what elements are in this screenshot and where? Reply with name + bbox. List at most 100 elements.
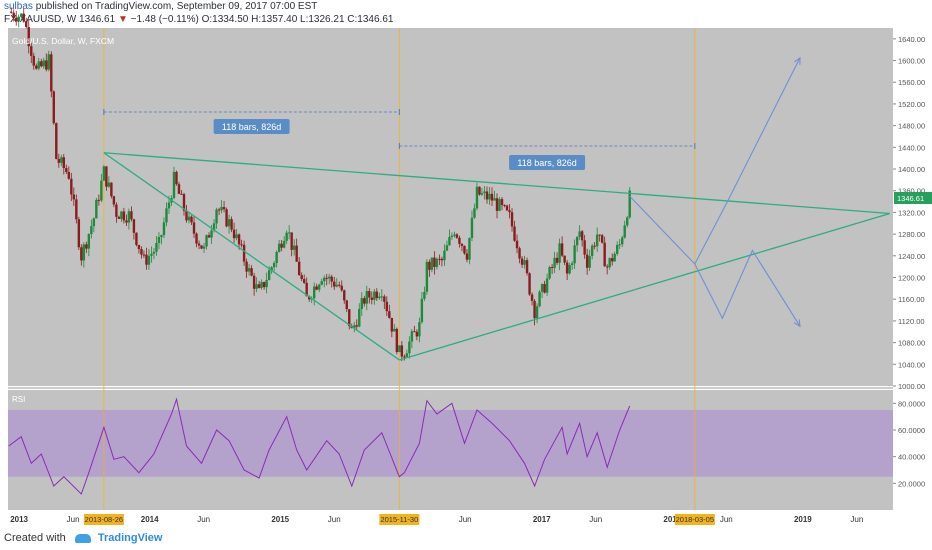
last-price-label: 1346.61 xyxy=(897,194,924,203)
rsi-tick-label: 60.0000 xyxy=(898,426,925,435)
candle-body xyxy=(282,240,286,248)
candle-body xyxy=(285,232,288,241)
candle-body xyxy=(77,219,81,248)
candle-body xyxy=(460,243,464,246)
candle-body xyxy=(490,193,494,201)
price-tick-label: 1520.00 xyxy=(898,100,925,109)
candle-body xyxy=(182,194,186,211)
candle-body xyxy=(152,251,156,254)
date-marker-label: 2013-08-26 xyxy=(85,515,123,524)
candle-body xyxy=(420,298,424,323)
time-tick-label: 2014 xyxy=(141,515,159,524)
price-axis-bg xyxy=(893,28,932,510)
tradingview-brand[interactable]: TradingView xyxy=(97,532,163,544)
candle-body xyxy=(22,13,25,22)
candle-body xyxy=(162,222,166,236)
candle-body xyxy=(483,191,486,194)
date-marker-badge xyxy=(674,514,715,525)
candle-body xyxy=(27,27,30,47)
candle-body xyxy=(328,276,331,279)
candle-body xyxy=(257,284,261,288)
time-tick-label: 2013 xyxy=(10,515,28,524)
time-tick-label: 2017 xyxy=(533,515,551,524)
candle-body xyxy=(47,54,50,70)
chart-canvas[interactable]: 1000.00 1040.00 1080.00 1120.00 1160.00 1200.… xyxy=(0,0,932,530)
candle-body xyxy=(122,211,126,221)
projection-arrowhead xyxy=(794,56,801,65)
candle-body xyxy=(32,55,35,66)
candle-body xyxy=(315,286,318,290)
candle-body xyxy=(545,278,549,293)
candle-body xyxy=(35,65,38,69)
candle-body xyxy=(415,331,419,337)
candle-body xyxy=(205,235,208,247)
candle-body xyxy=(568,264,571,274)
candle-body xyxy=(147,255,151,265)
candle-body xyxy=(458,237,461,244)
candle-body xyxy=(400,345,404,357)
candle-body xyxy=(190,216,193,223)
candle-body xyxy=(340,285,343,291)
candle-body xyxy=(440,258,444,261)
candle-body xyxy=(565,262,569,274)
candle-body xyxy=(343,290,346,301)
candle-body xyxy=(423,291,426,299)
candle-body xyxy=(130,211,133,220)
candle-body xyxy=(603,242,606,267)
candle-body xyxy=(398,345,401,352)
candle-body xyxy=(445,245,449,251)
candle-body xyxy=(25,21,28,28)
candle-body xyxy=(318,284,321,290)
triangle-line xyxy=(103,152,890,215)
candle-body xyxy=(65,168,68,173)
candle-body xyxy=(610,258,614,262)
candle-body xyxy=(140,249,143,255)
candle-body xyxy=(615,244,619,254)
candle-body xyxy=(12,12,15,18)
triangle-line xyxy=(399,212,890,361)
candle-body xyxy=(575,236,579,246)
candle-body xyxy=(593,245,596,247)
candle-body xyxy=(107,182,111,187)
candle-body xyxy=(588,256,591,268)
candle-body xyxy=(120,211,123,219)
candle-body xyxy=(185,210,188,221)
candle-body xyxy=(242,244,246,262)
candle-body xyxy=(578,231,581,237)
candle-body xyxy=(455,234,459,238)
candle-body xyxy=(260,282,263,288)
candle-body xyxy=(155,243,158,252)
candle-body xyxy=(608,258,611,268)
author-link[interactable]: sulbas xyxy=(4,1,33,12)
candle-body xyxy=(37,61,40,69)
candle-body xyxy=(160,235,163,237)
candle-body xyxy=(272,262,276,268)
candle-body xyxy=(62,157,66,169)
candle-body xyxy=(418,322,421,337)
candle-body xyxy=(590,245,594,257)
candle-body xyxy=(345,300,348,310)
candle-body xyxy=(180,193,183,195)
price-tick-label: 1280.00 xyxy=(898,230,925,239)
candle-body xyxy=(292,245,296,250)
candle-body xyxy=(433,257,436,267)
candle-body xyxy=(97,199,101,201)
change-text: −1.48 (−0.11%) xyxy=(130,14,199,25)
candle-body xyxy=(295,245,298,262)
candle-body xyxy=(368,291,371,298)
candle-body xyxy=(112,196,116,205)
candle-body xyxy=(375,291,379,299)
price-tick-label: 1000.00 xyxy=(898,382,925,391)
time-tick-label: Jun xyxy=(197,515,210,524)
triangle-line xyxy=(103,152,400,361)
date-marker-badge xyxy=(83,514,124,525)
candle-body xyxy=(55,123,58,159)
candle-body xyxy=(157,236,161,244)
candle-body xyxy=(165,208,168,223)
candle-body xyxy=(548,267,551,279)
candle-body xyxy=(232,229,236,239)
candle-body xyxy=(493,198,496,201)
date-marker-label: 2015-11-30 xyxy=(380,515,418,524)
candle-body xyxy=(207,235,211,238)
price-tick-label: 1040.00 xyxy=(898,360,925,369)
